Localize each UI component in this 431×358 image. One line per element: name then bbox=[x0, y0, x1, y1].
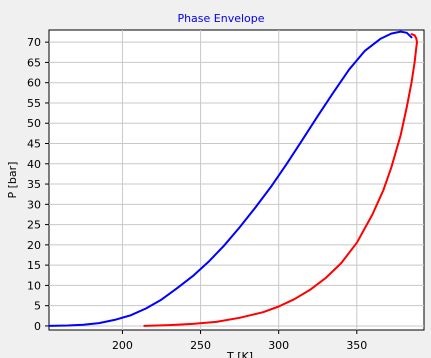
y-tick-label: 5 bbox=[34, 300, 41, 313]
y-tick-label: 15 bbox=[27, 259, 41, 272]
y-axis-label: P [bar] bbox=[6, 162, 19, 199]
x-axis-ticks: 200 250 300 350 bbox=[112, 330, 367, 352]
grid bbox=[49, 30, 424, 330]
y-tick-label: 65 bbox=[27, 56, 41, 69]
x-tick-label: 300 bbox=[268, 339, 289, 352]
y-tick-label: 30 bbox=[27, 198, 41, 211]
series-line-1 bbox=[143, 33, 418, 327]
y-tick-label: 40 bbox=[27, 158, 41, 171]
x-tick-label: 250 bbox=[190, 339, 211, 352]
series-layer bbox=[48, 30, 418, 327]
x-tick-label: 350 bbox=[346, 339, 367, 352]
y-tick-label: 50 bbox=[27, 117, 41, 130]
y-tick-label: 25 bbox=[27, 219, 41, 232]
y-tick-label: 55 bbox=[27, 97, 41, 110]
y-tick-label: 10 bbox=[27, 279, 41, 292]
y-tick-label: 45 bbox=[27, 138, 41, 151]
x-tick-label: 200 bbox=[112, 339, 133, 352]
y-tick-label: 70 bbox=[27, 36, 41, 49]
y-tick-label: 35 bbox=[27, 178, 41, 191]
series-line-0 bbox=[48, 30, 413, 327]
y-tick-label: 60 bbox=[27, 77, 41, 90]
chart-title: Phase Envelope bbox=[177, 12, 264, 25]
y-tick-label: 20 bbox=[27, 239, 41, 252]
x-axis-label: T [K] bbox=[226, 350, 253, 358]
y-tick-label: 0 bbox=[34, 320, 41, 333]
plot-area bbox=[48, 29, 425, 331]
y-axis-ticks: 0 5 10 15 20 25 30 35 40 45 50 55 60 65 70 bbox=[27, 36, 49, 333]
